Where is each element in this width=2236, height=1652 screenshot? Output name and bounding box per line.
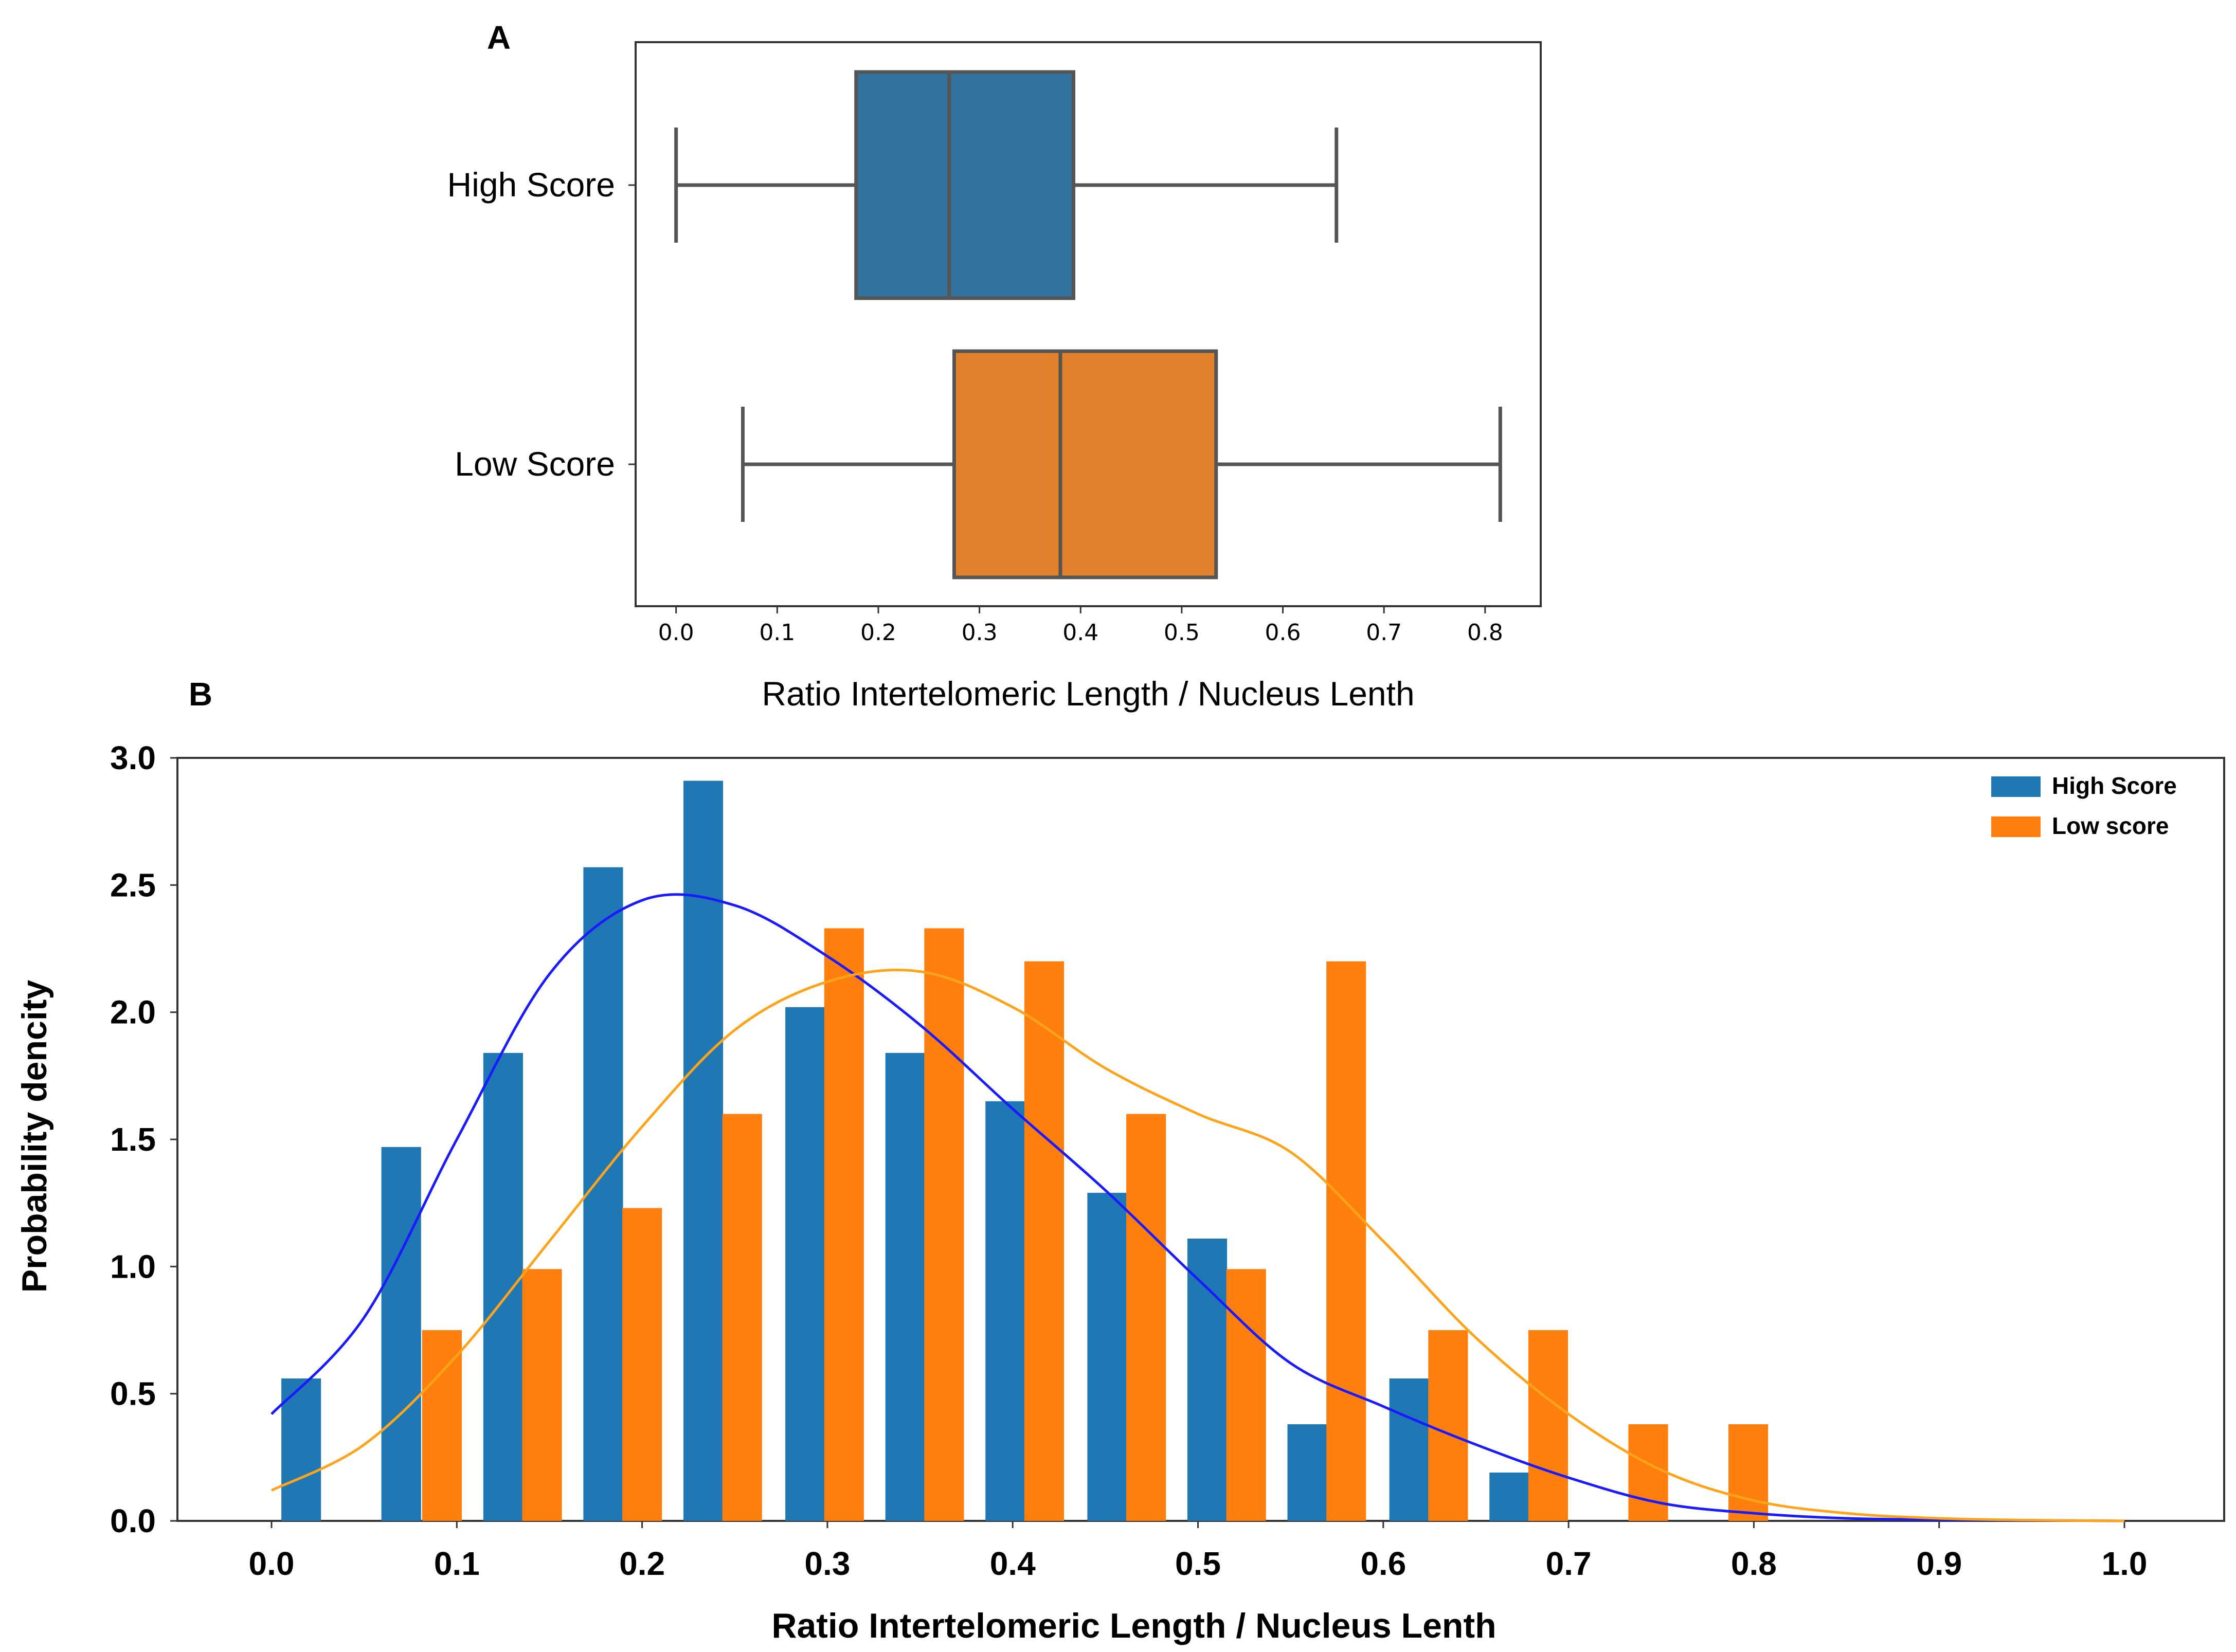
bar-low-score [924, 928, 964, 1521]
legend-label-low-score: Low score [2052, 812, 2169, 839]
panel-a-x-tick-label: 0.7 [1366, 620, 1402, 646]
panel-a-x-tick-label: 0.0 [658, 620, 694, 646]
panel-b-x-tick-label: 0.5 [1175, 1545, 1221, 1582]
panel-b-y-tick-label: 0.0 [110, 1502, 156, 1539]
legend-label-high-score: High Score [2052, 772, 2177, 799]
panel-b-y-tick-label: 2.5 [110, 866, 156, 903]
legend-swatch-high-score [1991, 776, 2041, 797]
panel-a-category-label-high-score: High Score [447, 166, 616, 204]
bar-high-score [1087, 1192, 1127, 1521]
bar-high-score [885, 1052, 925, 1521]
bar-low-score [422, 1330, 462, 1521]
bar-low-score [1226, 1269, 1266, 1521]
bar-high-score [483, 1052, 523, 1521]
panel-b-x-tick-label: 0.7 [1546, 1545, 1592, 1582]
panel-a: A 0.0 0.1 0.2 0.3 0.4 0.5 0.6 0.7 0.8 High Score… [447, 19, 1542, 713]
panel-a-x-axis-label: Ratio Intertelomeric Length / Nucleus Le… [762, 675, 1414, 713]
bar-high-score [1187, 1238, 1228, 1521]
bar-high-score [1489, 1473, 1529, 1521]
panel-b: B 0.0 0.1 0.2 0.3 0.4 0.5 0.6 0.7 0.8 0.9 1.0 0.0 0.… [15, 676, 2225, 1645]
panel-a-x-tick-label: 0.8 [1467, 620, 1503, 646]
panel-b-x-tick-label: 0.3 [804, 1545, 850, 1582]
panel-b-label: B [189, 676, 212, 713]
kde-line-high-score-kde [271, 893, 2125, 1522]
panel-b-x-tick-label: 0.2 [619, 1545, 665, 1582]
bar-high-score [281, 1378, 321, 1521]
bar-low-score [622, 1208, 662, 1521]
box-low-score [952, 349, 1218, 579]
panel-b-y-tick-label: 0.5 [110, 1375, 156, 1412]
legend-swatch-low-score [1991, 816, 2041, 837]
panel-a-x-tick-label: 0.1 [759, 620, 795, 646]
panel-a-frame [635, 41, 1542, 607]
panel-b-x-tick-label: 0.4 [990, 1545, 1036, 1582]
bar-high-score [683, 780, 724, 1521]
panel-a-x-tick-label: 0.5 [1164, 620, 1200, 646]
bar-high-score [381, 1147, 421, 1521]
panel-a-label: A [487, 19, 511, 56]
panel-a-x-tick-label: 0.3 [962, 620, 998, 646]
bar-low-score [1126, 1114, 1166, 1521]
bar-low-score [1024, 961, 1065, 1521]
panel-b-y-tick-label: 1.5 [110, 1121, 156, 1158]
bar-low-score [1728, 1424, 1769, 1521]
bar-high-score [583, 867, 623, 1521]
panel-b-y-tick-label: 1.0 [110, 1248, 156, 1285]
box-high-score [854, 70, 1075, 300]
bar-low-score [1326, 961, 1366, 1521]
panel-b-x-tick-label: 0.9 [1916, 1545, 1962, 1582]
panel-b-y-tick-label: 2.0 [110, 994, 156, 1031]
bar-low-score [1528, 1330, 1568, 1521]
panel-a-x-tick-label: 0.4 [1062, 620, 1098, 646]
panel-b-y-axis-label: Probability dencity [15, 980, 54, 1293]
bar-high-score [1287, 1424, 1327, 1521]
bar-low-score [1428, 1330, 1468, 1521]
panel-b-y-tick-label: 3.0 [110, 739, 156, 776]
panel-a-x-tick-label: 0.2 [860, 620, 896, 646]
panel-b-x-tick-label: 1.0 [2102, 1545, 2148, 1582]
bar-high-score [1389, 1378, 1429, 1521]
panel-a-x-tick-label: 0.6 [1265, 620, 1301, 646]
bar-high-score [785, 1007, 825, 1521]
panel-b-x-tick-label: 0.6 [1360, 1545, 1406, 1582]
kde-line-low-score-kde [271, 969, 2125, 1522]
bar-low-score [722, 1114, 762, 1521]
bar-low-score [824, 928, 864, 1521]
panel-b-x-axis-label: Ratio Intertelomeric Length / Nucleus Le… [771, 1606, 1496, 1645]
bar-low-score [1628, 1424, 1668, 1521]
panel-a-category-label-low-score: Low Score [455, 445, 615, 483]
panel-b-x-tick-label: 0.8 [1731, 1545, 1777, 1582]
panel-b-x-tick-label: 0.0 [249, 1545, 295, 1582]
bar-low-score [522, 1269, 562, 1521]
bar-high-score [985, 1101, 1025, 1521]
panel-b-x-tick-label: 0.1 [434, 1545, 480, 1582]
